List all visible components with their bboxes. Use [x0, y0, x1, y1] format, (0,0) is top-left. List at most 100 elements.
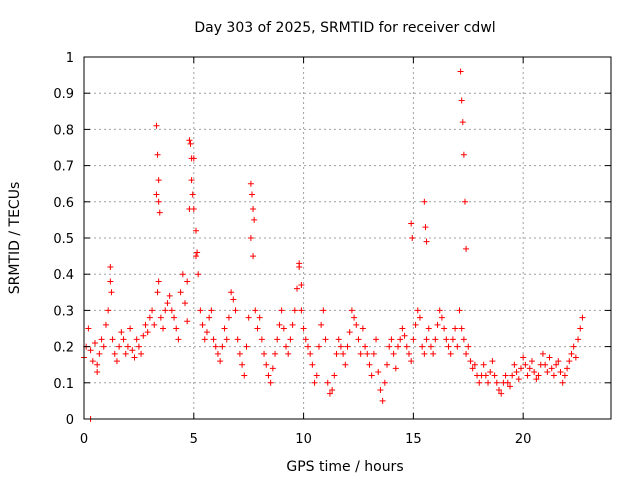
data-point — [471, 361, 478, 368]
data-point — [412, 321, 419, 328]
data-point — [144, 329, 151, 336]
y-tick-label: 0.5 — [53, 232, 74, 247]
data-point — [390, 350, 397, 357]
data-point — [460, 336, 467, 343]
data-point — [296, 260, 303, 267]
data-point — [399, 325, 406, 332]
data-point — [192, 227, 199, 234]
data-point — [241, 372, 248, 379]
data-point — [340, 350, 347, 357]
data-point — [452, 325, 459, 332]
data-point — [212, 343, 219, 350]
data-point — [445, 343, 452, 350]
data-point — [236, 350, 243, 357]
data-point — [149, 307, 156, 314]
data-point — [377, 387, 384, 394]
data-point — [252, 307, 259, 314]
data-point — [441, 325, 448, 332]
data-point — [188, 155, 195, 162]
data-point — [476, 379, 483, 386]
data-point — [469, 365, 476, 372]
data-point — [460, 151, 467, 158]
data-point — [353, 321, 360, 328]
data-point — [517, 365, 524, 372]
data-point — [155, 177, 162, 184]
data-point — [120, 336, 127, 343]
data-point — [384, 361, 391, 368]
data-point — [531, 368, 538, 375]
data-point — [251, 216, 258, 223]
data-point — [113, 358, 120, 365]
data-point — [461, 198, 468, 205]
data-point — [568, 350, 575, 357]
data-point — [546, 354, 553, 361]
data-point — [509, 372, 516, 379]
data-point — [247, 180, 254, 187]
y-tick-label: 1 — [66, 51, 74, 66]
data-point — [116, 343, 123, 350]
data-point — [329, 387, 336, 394]
data-point — [100, 343, 107, 350]
data-point — [309, 361, 316, 368]
data-point — [397, 336, 404, 343]
data-point — [351, 314, 358, 321]
data-point — [109, 336, 116, 343]
data-point — [324, 379, 331, 386]
data-point — [248, 191, 255, 198]
data-point — [272, 350, 279, 357]
y-tick-label: 0.3 — [53, 304, 74, 319]
x-tick-label: 5 — [190, 432, 198, 447]
data-point — [555, 358, 562, 365]
data-point — [228, 289, 235, 296]
data-point — [219, 343, 226, 350]
y-tick-label: 0.2 — [53, 341, 74, 356]
data-point — [247, 235, 254, 241]
data-point — [146, 314, 153, 321]
data-point — [357, 350, 364, 357]
data-point — [94, 361, 101, 368]
data-point — [416, 314, 423, 321]
data-point — [175, 336, 182, 343]
data-point — [373, 336, 380, 343]
x-axis-label: GPS time / hours — [286, 459, 403, 475]
y-tick-label: 0.4 — [53, 268, 74, 283]
data-point — [184, 318, 191, 325]
data-point — [250, 206, 257, 213]
data-point — [265, 372, 272, 379]
data-point — [190, 206, 197, 213]
data-point — [173, 325, 180, 332]
data-point — [524, 372, 531, 379]
data-point — [94, 368, 101, 375]
data-point — [409, 235, 416, 241]
data-point — [98, 336, 105, 343]
data-point — [162, 307, 169, 314]
x-tick-label: 0 — [80, 432, 88, 447]
data-point — [423, 336, 430, 343]
data-point — [313, 372, 320, 379]
data-point — [506, 383, 513, 390]
data-point — [485, 379, 492, 386]
data-point — [355, 336, 362, 343]
data-point — [421, 198, 428, 205]
data-point — [189, 191, 196, 198]
data-point — [105, 307, 112, 314]
data-point — [496, 387, 503, 394]
data-point — [217, 358, 224, 365]
data-point — [171, 314, 178, 321]
data-point — [364, 350, 371, 357]
data-point — [575, 336, 582, 343]
y-tick-label: 0.1 — [53, 377, 74, 392]
data-point — [89, 358, 96, 365]
data-point — [168, 307, 175, 314]
data-point — [263, 361, 270, 368]
data-point — [561, 372, 568, 379]
data-point — [528, 358, 535, 365]
data-point — [566, 358, 573, 365]
data-point — [177, 289, 184, 296]
data-point — [550, 372, 557, 379]
data-point — [482, 372, 489, 379]
y-tick-label: 0 — [66, 413, 74, 428]
chart-title: Day 303 of 2025, SRMTID for receiver cdw… — [194, 20, 495, 36]
data-point — [526, 365, 533, 372]
y-tick-label: 0.8 — [53, 123, 74, 138]
